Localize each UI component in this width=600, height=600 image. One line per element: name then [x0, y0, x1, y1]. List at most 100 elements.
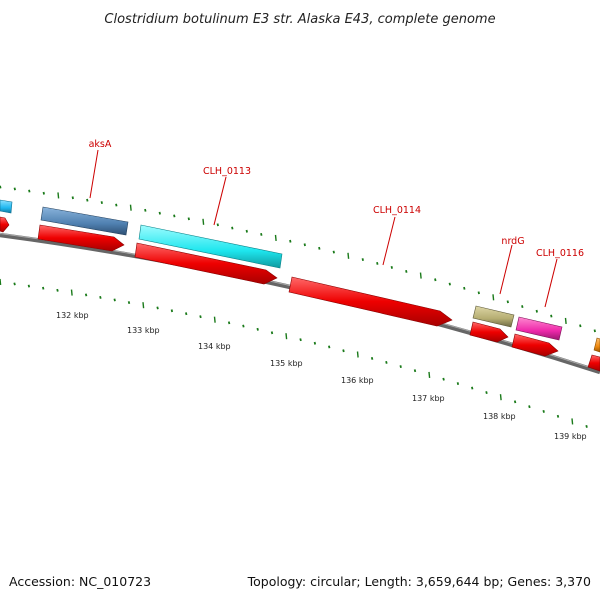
- scale-tick: [113, 298, 116, 302]
- outer-tick: [347, 252, 350, 259]
- gene-label-CLH_0116[interactable]: CLH_0116: [536, 248, 584, 259]
- outer-tick: [260, 232, 263, 236]
- scale-tick: [356, 351, 359, 358]
- scale-tick: [213, 316, 216, 323]
- scale-tick: [413, 369, 417, 373]
- cds-arrow-CLH_0116[interactable]: [511, 333, 559, 357]
- map-title: Clostridium botulinum E3 str. Alaska E43…: [104, 12, 495, 27]
- outer-tick: [187, 217, 190, 221]
- scale-label-135: 135 kbp: [270, 359, 303, 368]
- outer-tick: [289, 239, 292, 243]
- cds-arrow-0[interactable]: [0, 216, 10, 233]
- outer-tick: [274, 234, 277, 241]
- scale-tick: [285, 333, 288, 340]
- cds-arrow-nrdG[interactable]: [469, 321, 509, 343]
- genome-info-text: Topology: circular; Length: 3,659,644 bp…: [247, 574, 591, 589]
- scale-tick: [299, 338, 302, 342]
- outer-tick: [521, 305, 524, 309]
- scale-tick: [185, 312, 188, 316]
- outer-tick: [129, 204, 132, 211]
- cds-arrow-aksA[interactable]: [37, 224, 125, 252]
- gene-label-aksA[interactable]: aksA: [89, 139, 112, 150]
- accession-text: Accession: NC_010723: [9, 574, 151, 589]
- gene-label-nrdG[interactable]: nrdG: [501, 236, 524, 247]
- scale-tick: [127, 301, 131, 305]
- scale-tick-row: [0, 278, 588, 428]
- outer-tick: [318, 246, 321, 250]
- gene-feature-aksA[interactable]: [40, 206, 129, 236]
- scale-label-138: 138 kbp: [483, 412, 516, 421]
- scale-tick: [227, 321, 231, 325]
- outer-tick: [492, 294, 495, 301]
- leader-CLH_0114: [382, 216, 396, 266]
- scale-tick: [42, 286, 45, 290]
- scale-label-137: 137 kbp: [412, 394, 445, 403]
- outer-tick: [405, 269, 408, 273]
- scale-label-139: 139 kbp: [554, 432, 587, 441]
- scale-tick: [499, 394, 502, 401]
- scale-tick: [313, 341, 317, 345]
- scale-tick: [456, 382, 460, 386]
- cds-arrow-CLH_0113[interactable]: [134, 242, 278, 285]
- scale-tick: [556, 414, 560, 418]
- outer-tick: [506, 300, 509, 304]
- scale-tick: [571, 418, 574, 425]
- outer-tick: [71, 196, 74, 200]
- gene-label-CLH_0113[interactable]: CLH_0113: [203, 166, 251, 177]
- outer-tick: [115, 203, 118, 207]
- gene-labels: aksA CLH_0113 CLH_0114 nrdG CLH_0116: [89, 139, 584, 259]
- scale-labels: 132 kbp 133 kbp 134 kbp 135 kbp 136 kbp …: [56, 311, 587, 441]
- gene-feature-CLH_0113[interactable]: [138, 224, 283, 269]
- outer-tick: [245, 229, 248, 233]
- scale-tick: [585, 424, 588, 428]
- outer-tick: [419, 272, 422, 279]
- scale-tick: [199, 315, 202, 319]
- cds-arrow-CLH_0114[interactable]: [288, 276, 453, 327]
- gene-feature-nrdG[interactable]: [472, 305, 515, 328]
- scale-tick: [27, 284, 31, 288]
- scale-tick: [528, 405, 531, 409]
- scale-label-134: 134 kbp: [198, 342, 231, 351]
- outer-tick: [579, 324, 582, 328]
- outer-tick: [28, 189, 31, 193]
- scale-tick: [342, 349, 345, 353]
- cds-arrow-edge[interactable]: [587, 354, 600, 372]
- outer-tick: [100, 201, 103, 205]
- scale-label-133: 133 kbp: [127, 326, 160, 335]
- outer-tick: [42, 191, 45, 195]
- scale-tick: [385, 360, 388, 364]
- gene-feature-CLH_0116[interactable]: [515, 316, 563, 341]
- outer-tick: [361, 258, 364, 262]
- scale-tick: [471, 386, 474, 390]
- scale-tick: [156, 306, 159, 310]
- leader-CLH_0116: [544, 258, 558, 308]
- gene-feature-skyblue[interactable]: [0, 199, 13, 214]
- outer-tick: [477, 291, 480, 295]
- outer-tick-row: [0, 185, 596, 333]
- gene-feature-orange[interactable]: [593, 337, 600, 353]
- scale-tick: [428, 371, 431, 378]
- outer-tick: [231, 226, 234, 230]
- outer-tick: [144, 208, 147, 212]
- scale-tick: [542, 409, 545, 413]
- scale-tick: [0, 278, 2, 286]
- scale-tick: [513, 400, 517, 404]
- outer-tick: [86, 198, 89, 202]
- gene-label-CLH_0114[interactable]: CLH_0114: [373, 205, 421, 216]
- outer-tick: [593, 329, 596, 333]
- scale-tick: [13, 282, 16, 286]
- leader-nrdG: [499, 244, 513, 295]
- scale-tick: [485, 391, 488, 395]
- outer-tick: [434, 278, 437, 282]
- outer-tick: [173, 214, 176, 218]
- scale-label-136: 136 kbp: [341, 376, 374, 385]
- scale-tick: [256, 327, 259, 331]
- outer-tick: [202, 218, 205, 225]
- outer-tick: [0, 185, 2, 189]
- genome-backbone: [0, 232, 600, 375]
- scale-tick: [399, 365, 402, 369]
- leader-CLH_0113: [213, 176, 227, 226]
- scale-tick: [142, 302, 145, 309]
